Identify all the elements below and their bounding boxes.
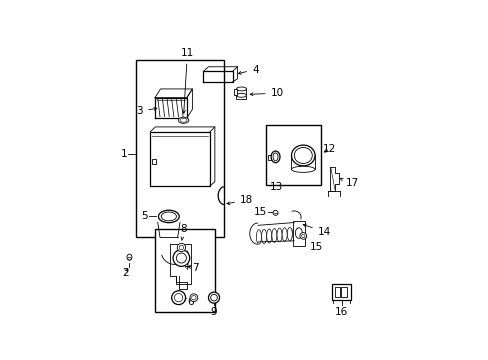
Circle shape — [185, 264, 189, 268]
Text: 15: 15 — [304, 237, 322, 252]
Circle shape — [177, 243, 185, 252]
Ellipse shape — [272, 153, 278, 161]
Circle shape — [171, 291, 185, 305]
Bar — [265, 125, 321, 185]
Bar — [292, 221, 304, 246]
Ellipse shape — [271, 229, 276, 242]
Text: 15: 15 — [253, 207, 266, 217]
Ellipse shape — [127, 254, 132, 260]
Circle shape — [174, 293, 183, 302]
Bar — [341, 287, 346, 297]
Circle shape — [299, 233, 306, 239]
Bar — [332, 284, 350, 300]
Ellipse shape — [277, 228, 282, 242]
Text: 13: 13 — [269, 183, 282, 192]
Text: 17: 17 — [339, 178, 358, 188]
Text: 3: 3 — [136, 106, 157, 116]
Bar — [150, 132, 209, 186]
Ellipse shape — [180, 118, 186, 122]
Ellipse shape — [261, 229, 266, 244]
Bar — [135, 60, 224, 237]
Ellipse shape — [178, 117, 188, 123]
Ellipse shape — [127, 257, 131, 260]
Bar — [334, 287, 340, 297]
Circle shape — [173, 250, 189, 266]
Text: 9: 9 — [210, 307, 217, 317]
Circle shape — [272, 210, 278, 215]
Circle shape — [190, 294, 197, 302]
Bar — [155, 229, 214, 312]
Circle shape — [208, 292, 219, 303]
Text: 11: 11 — [181, 49, 194, 113]
Ellipse shape — [266, 229, 271, 243]
Ellipse shape — [295, 228, 302, 238]
Text: 5: 5 — [141, 211, 148, 221]
Ellipse shape — [287, 228, 292, 240]
Text: 14: 14 — [303, 224, 330, 237]
Text: 12: 12 — [323, 144, 336, 153]
Ellipse shape — [158, 210, 179, 223]
Text: 8: 8 — [180, 225, 186, 240]
Ellipse shape — [292, 227, 297, 240]
Ellipse shape — [282, 228, 286, 241]
Circle shape — [179, 245, 183, 250]
Text: 10: 10 — [250, 88, 283, 98]
Bar — [233, 89, 237, 95]
Circle shape — [176, 253, 186, 263]
Text: 1: 1 — [121, 149, 127, 159]
Text: 2: 2 — [122, 268, 128, 278]
Ellipse shape — [270, 151, 280, 163]
Ellipse shape — [256, 230, 261, 244]
Text: 4: 4 — [238, 64, 258, 75]
Ellipse shape — [291, 145, 314, 166]
Ellipse shape — [236, 93, 246, 97]
Ellipse shape — [291, 166, 314, 172]
Text: 7: 7 — [187, 263, 198, 273]
Text: 6: 6 — [183, 297, 193, 307]
Circle shape — [191, 296, 196, 300]
Bar — [152, 159, 156, 164]
Text: 16: 16 — [334, 307, 347, 317]
Text: 18: 18 — [226, 195, 253, 205]
Bar — [236, 89, 246, 99]
Circle shape — [301, 234, 305, 238]
Circle shape — [210, 294, 217, 301]
Ellipse shape — [161, 212, 176, 221]
Ellipse shape — [294, 148, 312, 163]
Ellipse shape — [236, 87, 246, 91]
